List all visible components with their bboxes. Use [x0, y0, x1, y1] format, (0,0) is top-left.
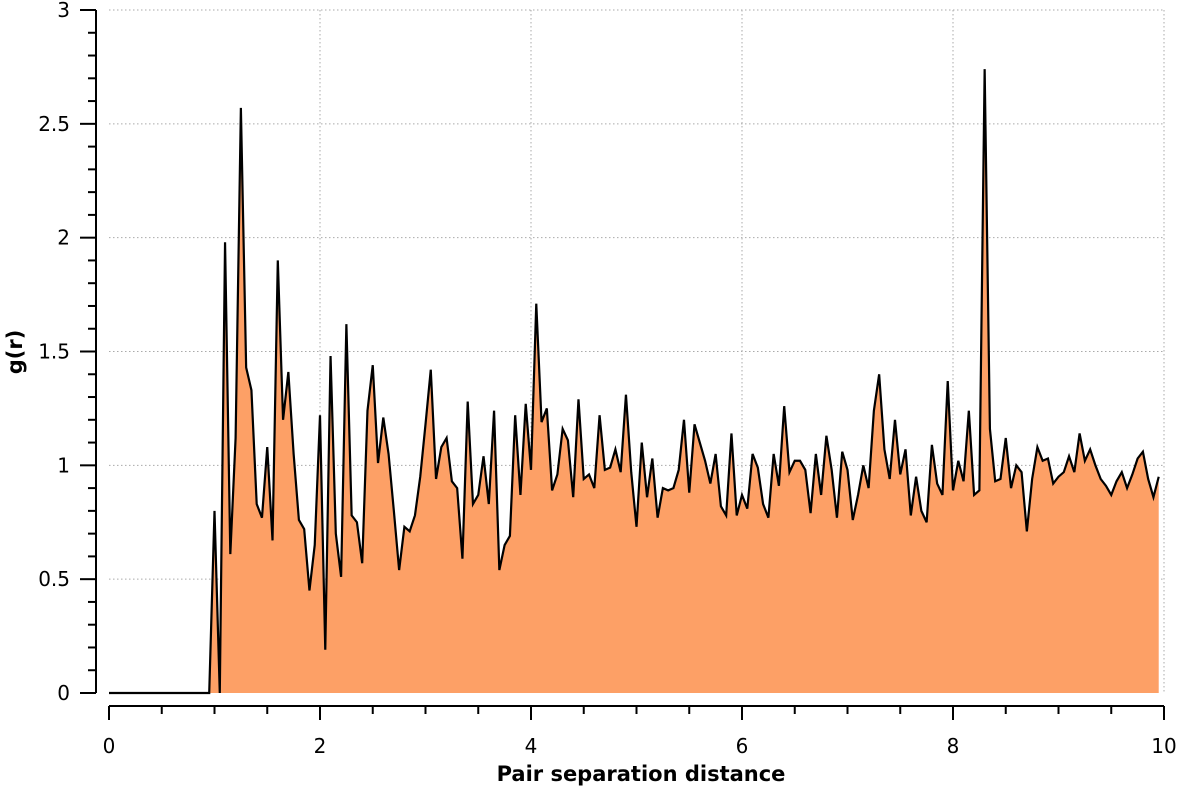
area-fill	[109, 69, 1159, 693]
x-tick-label: 4	[525, 734, 538, 758]
x-tick-label: 2	[314, 734, 327, 758]
y-tick-label: 1	[57, 453, 70, 477]
x-tick-label: 0	[103, 734, 116, 758]
y-tick-label: 2	[57, 226, 70, 250]
x-tick-label: 10	[1151, 734, 1176, 758]
x-axis: 0 2 4 6 8 10	[103, 705, 1177, 758]
y-tick-label: 2.5	[38, 112, 70, 136]
x-tick-label: 8	[947, 734, 960, 758]
x-axis-title: Pair separation distance	[497, 762, 786, 786]
x-tick-label: 6	[736, 734, 749, 758]
y-tick-label: 3	[57, 0, 70, 22]
series-line	[109, 69, 1160, 695]
y-axis-title: g(r)	[3, 330, 27, 375]
y-tick-label: 0	[57, 681, 70, 705]
y-tick-label: 0.5	[38, 567, 70, 591]
y-axis: 0 0.5 1 1.5 2 2.5 3	[38, 0, 97, 705]
y-tick-label: 1.5	[38, 340, 70, 364]
